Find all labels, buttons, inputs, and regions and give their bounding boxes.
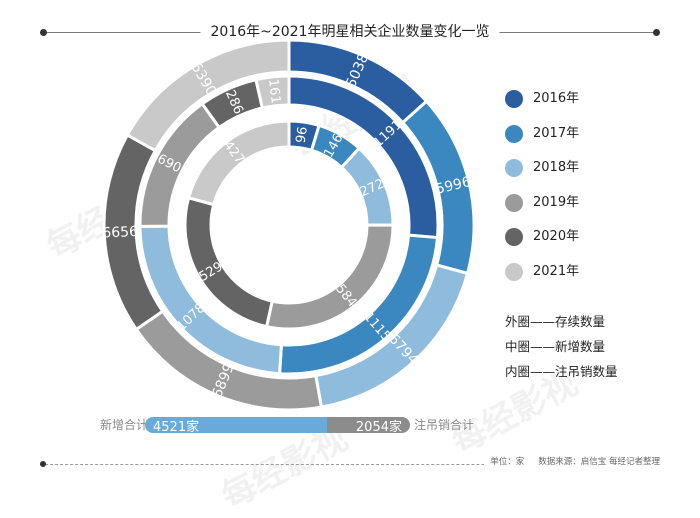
legend-label: 2021年 bbox=[533, 263, 580, 279]
legend-item: 2019年 bbox=[505, 192, 625, 214]
outer-ring-segment-2021年 bbox=[125, 38, 291, 153]
footer-source: 数据来源：启信宝 每经记者整理 bbox=[538, 457, 660, 467]
footer-rule bbox=[40, 464, 660, 465]
legend-swatch bbox=[505, 159, 523, 177]
footer-rule-dot-left bbox=[40, 461, 46, 467]
title-rule-dot-right bbox=[653, 29, 660, 36]
legend-swatch bbox=[505, 262, 523, 281]
cancel-total-label: 注吊销合计 bbox=[414, 418, 475, 432]
legend-item: 2017年 bbox=[505, 123, 625, 145]
footer: 单位：家 数据来源：启信宝 每经记者整理 bbox=[40, 455, 660, 470]
donut-chart: 5038599667946899665663901191111510786902… bbox=[102, 38, 474, 410]
cancel-total-value: 2054家 bbox=[355, 419, 402, 434]
ring-notes: 外圈——存续数量 中圈——新增数量 内圈——注吊销数量 bbox=[505, 313, 618, 388]
note-middle-ring: 中圈——新增数量 bbox=[505, 339, 606, 354]
legend-label: 2018年 bbox=[533, 160, 580, 175]
note-inner-ring: 内圈——注吊销数量 bbox=[505, 364, 618, 379]
legend-swatch bbox=[505, 124, 523, 143]
legend-label: 2016年 bbox=[533, 91, 580, 106]
legend-swatch bbox=[505, 228, 523, 246]
legend-swatch bbox=[505, 90, 523, 108]
inner-ring-label-2016年: 96 bbox=[294, 126, 311, 145]
new-total-value: 4521家 bbox=[153, 419, 200, 434]
title-rule-dot-left bbox=[40, 29, 47, 36]
legend-swatch bbox=[505, 193, 523, 212]
legend-item: 2020年 bbox=[505, 226, 625, 248]
legend-item: 2016年 bbox=[505, 88, 625, 110]
legend-label: 2019年 bbox=[533, 194, 580, 210]
footer-unit: 单位：家 bbox=[490, 457, 525, 467]
note-outer-ring: 外圈——存续数量 bbox=[505, 314, 606, 329]
new-total-bar: 4521家 bbox=[145, 417, 327, 433]
new-total-label: 新增合计 bbox=[100, 418, 149, 432]
title-bar: 2016年~2021年明星相关企业数量变化一览 bbox=[40, 22, 660, 42]
outer-ring-label-2020年: 6656 bbox=[102, 224, 138, 242]
legend-label: 2020年 bbox=[533, 229, 580, 244]
footer-text: 单位：家 数据来源：启信宝 每经记者整理 bbox=[484, 455, 660, 469]
inner-ring-segment-2021年 bbox=[186, 119, 291, 207]
cancel-total-bar: 2054家 bbox=[327, 417, 410, 433]
middle-ring-label-2021年: 161 bbox=[265, 78, 283, 104]
middle-ring-segment-2021年 bbox=[254, 74, 291, 110]
totals-bar: 4521家 2054家 bbox=[145, 417, 410, 433]
legend-item: 2021年 bbox=[505, 261, 625, 283]
legend-label: 2017年 bbox=[533, 125, 580, 141]
legend-item: 2018年 bbox=[505, 157, 625, 179]
chart-title: 2016年~2021年明星相关企业数量变化一览 bbox=[200, 22, 500, 42]
